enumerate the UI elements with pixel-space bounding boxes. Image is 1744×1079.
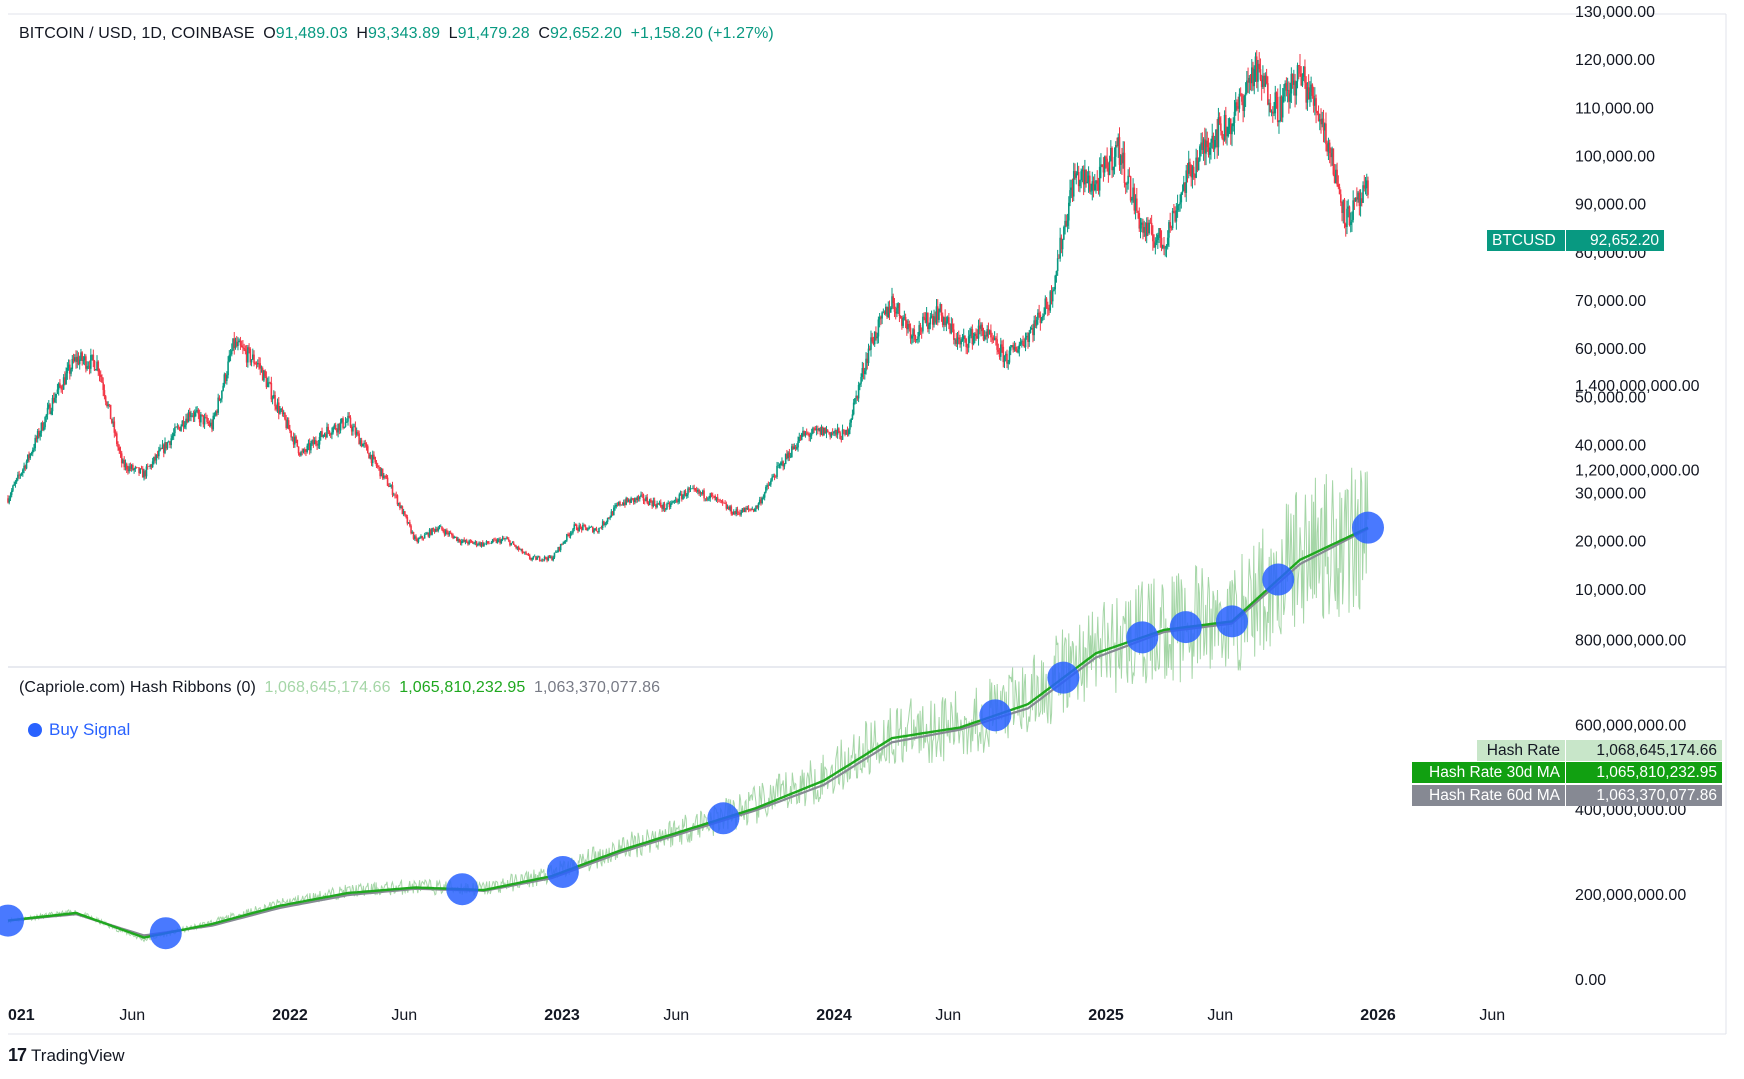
indicator-value-ma30: 1,065,810,232.95 xyxy=(399,679,526,696)
price-tick-label: 10,000.00 xyxy=(1575,582,1646,599)
hash-rate-line xyxy=(7,467,1369,943)
price-tick-label: 60,000.00 xyxy=(1575,341,1646,358)
low-value: 91,479.28 xyxy=(457,25,530,42)
price-tick-label: 90,000.00 xyxy=(1575,197,1646,214)
buy-signal-marker xyxy=(546,855,579,888)
time-tick-label: Jun xyxy=(935,1007,961,1024)
buy-signal-marker xyxy=(1126,621,1159,654)
hash-tick-label: 0.00 xyxy=(1575,972,1606,989)
time-tick-label: Jun xyxy=(663,1007,689,1024)
price-axis[interactable]: 130,000.00 120,000.00 110,000.00 100,000.00… xyxy=(1575,4,1655,599)
buy-signal-label: Buy Signal xyxy=(49,720,131,739)
price-tick-label: 110,000.00 xyxy=(1575,100,1654,117)
hash-tick-label: 400,000,000.00 xyxy=(1575,802,1686,819)
indicator-legend[interactable]: (Capriole.com) Hash Ribbons (0) 1,068,64… xyxy=(19,679,664,697)
buy-signal-marker xyxy=(1352,511,1384,544)
price-tick-label: 50,000.00 xyxy=(1575,389,1646,406)
tradingview-label: TradingView xyxy=(31,1045,125,1065)
hash-tick-label: 600,000,000.00 xyxy=(1575,717,1686,734)
price-tag-value: 92,652.20 xyxy=(1566,230,1664,251)
pane-frame xyxy=(8,13,1727,1035)
hash-rate-tag-label: Hash Rate xyxy=(1477,740,1565,761)
indicator-value-hash: 1,068,645,174.66 xyxy=(264,679,391,696)
time-tick-label: Jun xyxy=(119,1007,145,1024)
time-tick-label: 2026 xyxy=(1360,1007,1396,1024)
time-tick-label: 2022 xyxy=(272,1007,308,1024)
price-tick-label: 130,000.00 xyxy=(1575,4,1655,21)
time-tick-label: Jun xyxy=(391,1007,417,1024)
hash-rate-tag-value: 1,068,645,174.66 xyxy=(1566,740,1722,761)
time-tick-label: 2025 xyxy=(1088,1007,1124,1024)
hash-tick-label: 1,200,000,000.00 xyxy=(1575,463,1700,480)
hash-ma60-line xyxy=(7,527,1369,937)
buy-signal-marker xyxy=(149,917,182,950)
buy-signal-marker xyxy=(979,699,1012,732)
buy-signal-legend: Buy Signal xyxy=(28,720,130,740)
price-tag-label: BTCUSD xyxy=(1487,230,1565,251)
high-value: 93,343.89 xyxy=(368,25,441,42)
hash-tick-label: 800,000,000.00 xyxy=(1575,632,1686,649)
hash-tick-label: 1,400,000,000.00 xyxy=(1575,378,1700,395)
price-tick-label: 30,000.00 xyxy=(1575,486,1646,503)
change-value: +1,158.20 (+1.27%) xyxy=(630,25,774,42)
time-tick-label: 2023 xyxy=(544,1007,580,1024)
hash-plot xyxy=(0,467,1384,950)
price-tick-label: 120,000.00 xyxy=(1575,52,1655,69)
tradingview-logo[interactable]: 17 TradingView xyxy=(8,1045,125,1066)
symbol-title: BITCOIN / USD, 1D, COINBASE xyxy=(19,25,255,42)
buy-signal-marker xyxy=(1262,563,1295,596)
high-label: H xyxy=(356,25,369,42)
buy-signal-marker xyxy=(1216,605,1248,638)
time-tick-label: 2024 xyxy=(816,1007,852,1024)
close-value: 92,652.20 xyxy=(549,25,623,42)
price-plot xyxy=(7,50,1369,563)
buy-signal-marker xyxy=(0,904,24,937)
price-tick-label: 100,000.00 xyxy=(1575,149,1655,166)
price-tick-label: 20,000.00 xyxy=(1575,534,1646,551)
time-axis[interactable]: 021 Jun 2022 Jun 2023 Jun 2024 Jun 2025 Jun 2026 Ju… xyxy=(8,1007,1505,1024)
buy-signal-marker xyxy=(1047,661,1080,694)
time-tick-label: Jun xyxy=(1207,1007,1233,1024)
price-tick-label: 70,000.00 xyxy=(1575,293,1646,310)
ma60-tag-label: Hash Rate 60d MA xyxy=(1412,785,1565,806)
low-label: L xyxy=(448,25,458,42)
open-value: 91,489.03 xyxy=(275,25,348,42)
ma30-tag-value: 1,065,810,232.95 xyxy=(1566,762,1722,783)
time-tick-label: Jun xyxy=(1479,1007,1505,1024)
hash-axis[interactable]: 1,400,000,000.00 1,200,000,000.00 800,000,… xyxy=(1575,378,1700,989)
buy-signal-marker xyxy=(707,802,740,835)
tradingview-logo-icon: 17 xyxy=(8,1045,27,1065)
symbol-legend[interactable]: BITCOIN / USD, 1D, COINBASE O91,489.03 H… xyxy=(19,25,778,43)
buy-signal-dot-icon xyxy=(28,723,42,737)
time-tick-label: 021 xyxy=(8,1007,35,1024)
buy-signal-marker xyxy=(1169,611,1202,644)
indicator-title: (Capriole.com) Hash Ribbons (0) xyxy=(19,679,256,696)
close-label: C xyxy=(538,25,550,42)
hash-ma30-line xyxy=(7,526,1369,939)
buy-signal-marker xyxy=(446,873,479,906)
ma60-tag-value: 1,063,370,077.86 xyxy=(1566,785,1722,806)
hash-tick-label: 200,000,000.00 xyxy=(1575,887,1686,904)
open-label: O xyxy=(263,25,276,42)
indicator-value-ma60: 1,063,370,077.86 xyxy=(533,679,661,696)
ma30-tag-label: Hash Rate 30d MA xyxy=(1412,762,1565,783)
price-tick-label: 40,000.00 xyxy=(1575,437,1646,454)
